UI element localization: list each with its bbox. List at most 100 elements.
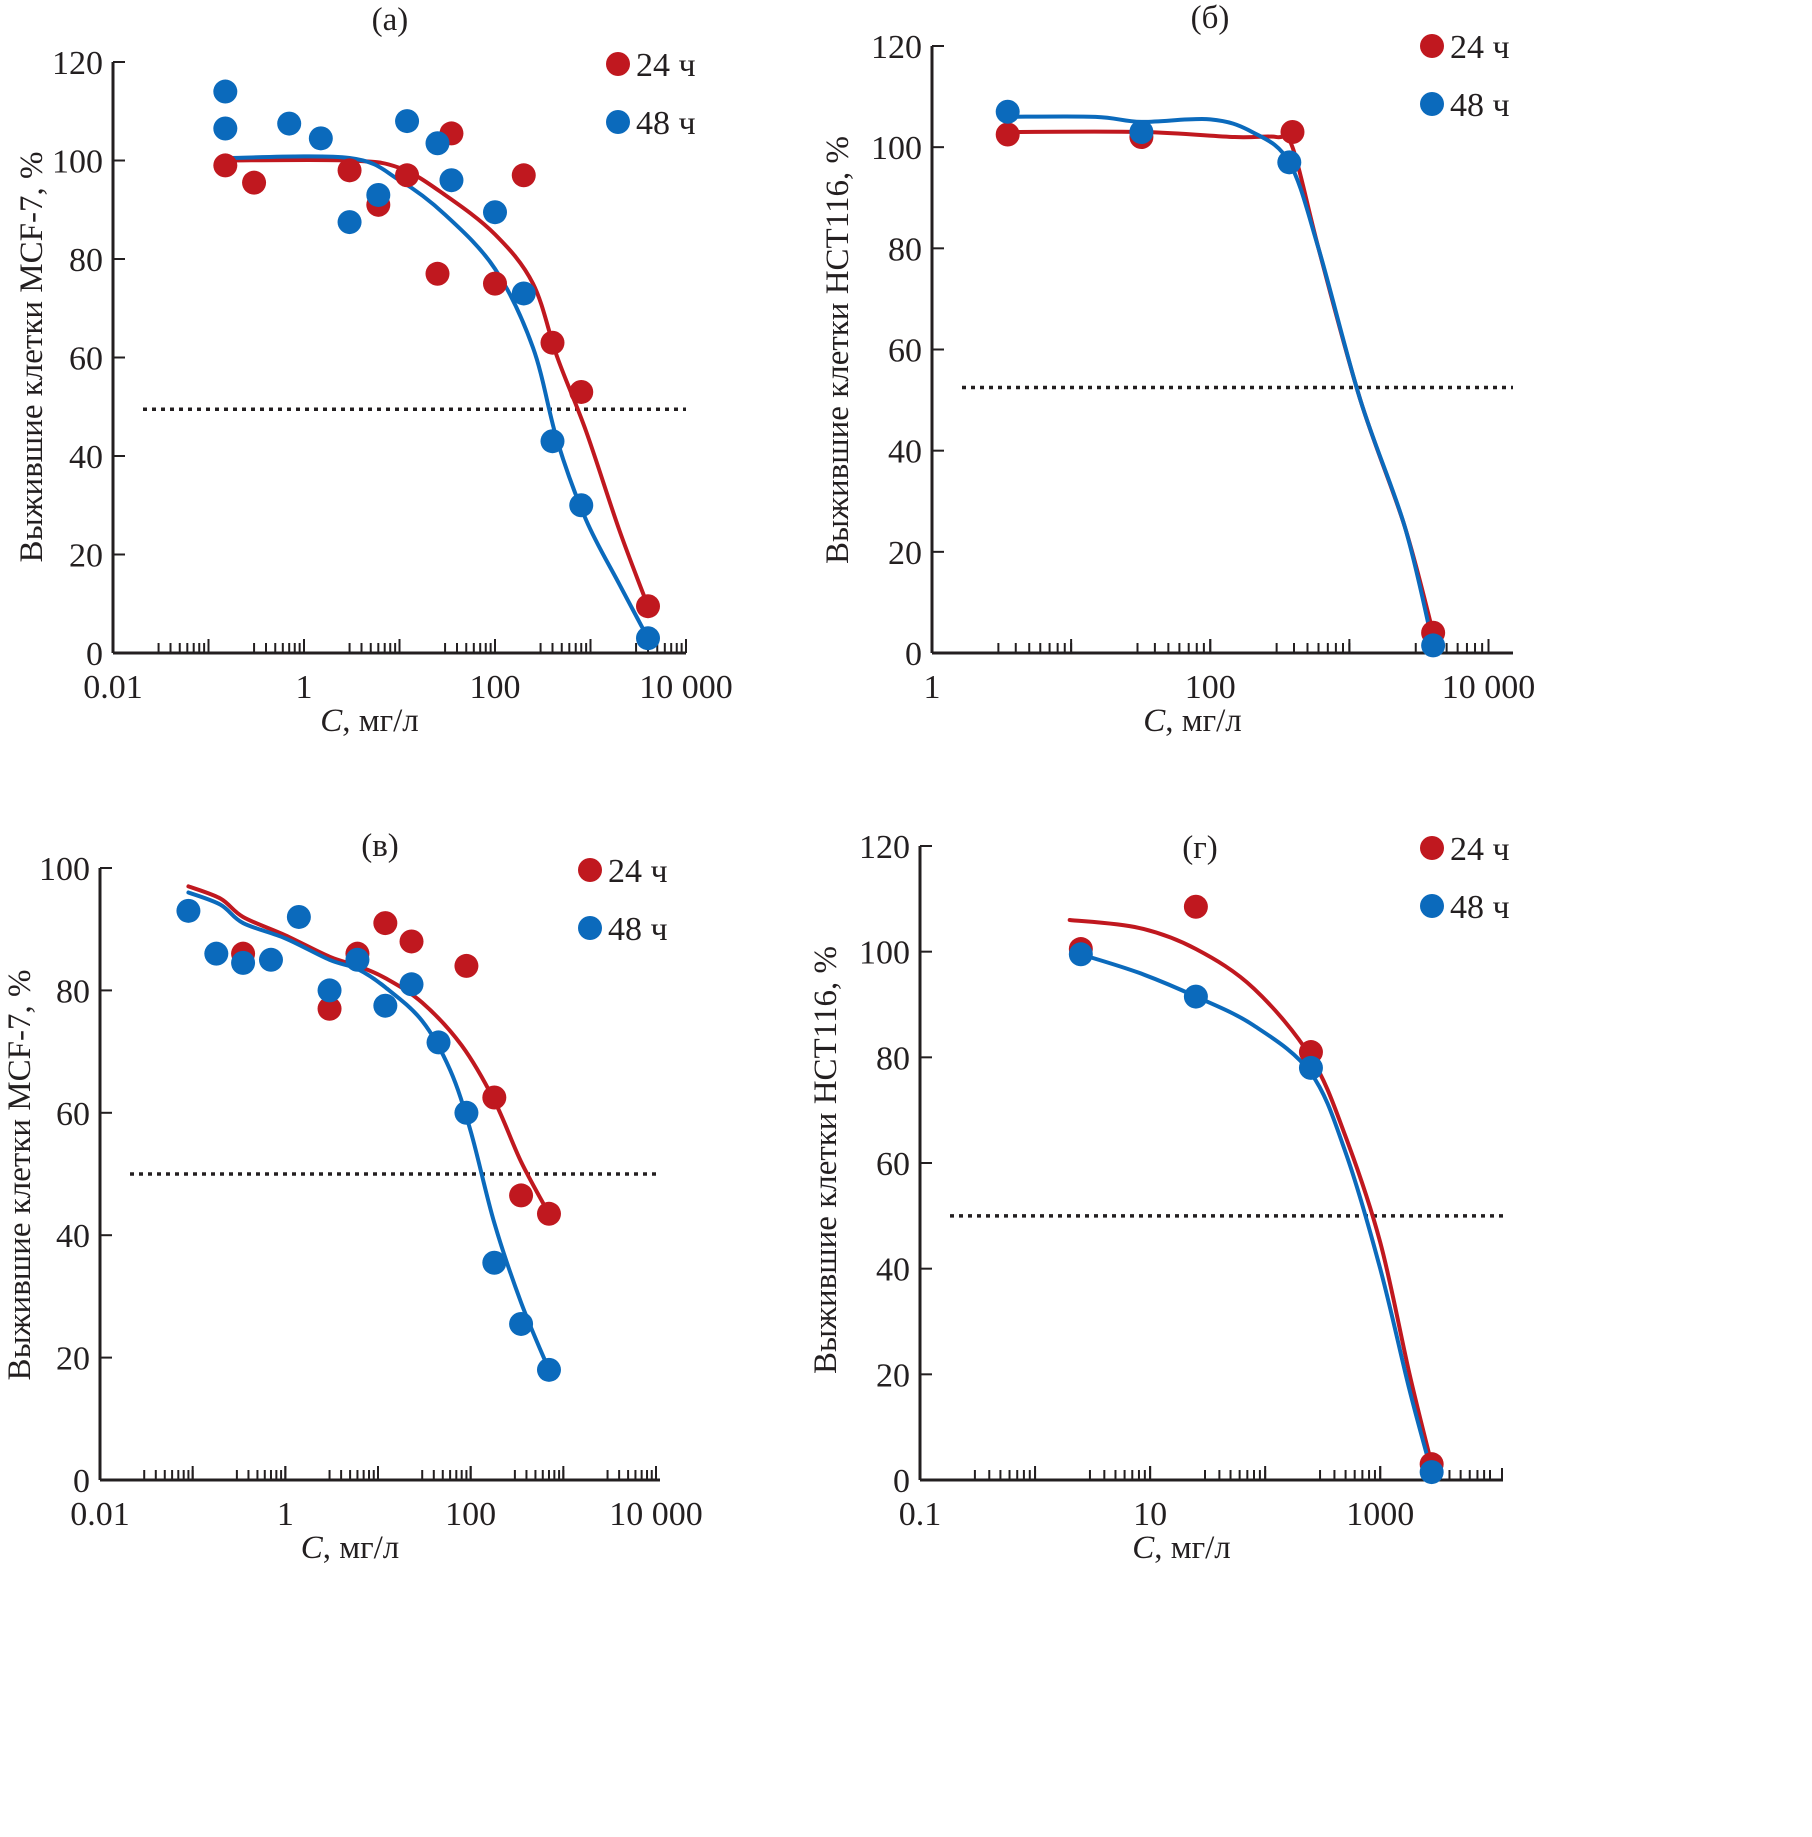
data-point-48h: [258, 947, 283, 972]
fit-curve-48h: [1078, 952, 1434, 1475]
legend-marker-48h: [1420, 894, 1444, 918]
panel-title: (г): [1182, 830, 1218, 866]
data-point-24h: [995, 122, 1020, 147]
legend-marker-48h: [1420, 92, 1444, 116]
data-point-48h: [536, 1357, 561, 1382]
x-axis-title-unit: , мг/л: [1154, 1530, 1231, 1566]
data-point-48h: [482, 1250, 507, 1275]
x-axis-title-unit: , мг/л: [323, 1530, 400, 1566]
panel-title: (б): [1191, 0, 1230, 36]
data-point-48h: [1419, 1460, 1444, 1485]
y-tick-label: 20: [888, 535, 922, 572]
x-tick-label: 0.01: [83, 669, 143, 706]
data-point-24h: [1280, 119, 1305, 144]
y-tick-label: 0: [905, 636, 922, 673]
y-tick-label: 60: [56, 1096, 90, 1133]
data-point-48h: [439, 168, 464, 193]
data-point-48h: [511, 281, 536, 306]
x-axis-title-unit: , мг/л: [342, 703, 419, 739]
data-point-24h: [483, 271, 507, 296]
data-point-24h: [454, 953, 479, 978]
legend-marker-48h: [606, 110, 630, 134]
data-point-48h: [213, 116, 238, 141]
x-tick-label: 10 000: [609, 1496, 703, 1533]
y-tick-label: 20: [876, 1357, 910, 1394]
x-axis-title: C, мг/л: [320, 703, 419, 739]
panel-a: 0 20 40 60 80 100 120 0.01 1 100 10 000 C, мг/л Выжи…: [14, 2, 733, 739]
data-point-48h: [399, 972, 424, 997]
panel-d: 0 20 40 60 80 100 120 0.1 10 1000 C, мг/л Выжившие …: [808, 829, 1510, 1566]
data-point-48h: [569, 493, 594, 518]
data-point-48h: [395, 109, 420, 134]
data-point-24h: [317, 996, 342, 1021]
x-tick-label: 10 000: [639, 669, 733, 706]
fit-curve-48h: [186, 890, 551, 1372]
y-tick-label: 100: [39, 851, 90, 888]
x-axis-title-unit: , мг/л: [1165, 703, 1242, 739]
x-tick-label: 0.01: [70, 1496, 130, 1533]
legend-marker-48h: [578, 916, 602, 940]
data-point-48h: [1129, 119, 1154, 144]
legend-label-24h: 24 ч: [1450, 29, 1510, 66]
data-point-24h: [213, 153, 238, 178]
data-point-48h: [345, 947, 370, 972]
y-tick-label: 120: [859, 829, 910, 866]
panel-title: (в): [361, 828, 399, 864]
y-tick-label: 100: [871, 130, 922, 167]
y-tick-label: 80: [876, 1040, 910, 1077]
data-point-24h: [373, 911, 398, 936]
data-point-48h: [483, 200, 507, 225]
y-tick-label: 40: [876, 1252, 910, 1289]
data-point-24h: [511, 163, 536, 188]
x-tick-label: 10 000: [1442, 669, 1536, 706]
data-point-24h: [395, 163, 420, 188]
x-tick-label: 1: [296, 669, 313, 706]
x-tick-label: 0.1: [899, 1496, 942, 1533]
y-tick-label: 60: [888, 333, 922, 370]
legend-marker-24h: [1420, 34, 1444, 58]
data-point-48h: [231, 950, 256, 975]
y-tick-label: 100: [859, 935, 910, 972]
x-axis-title-symbol: C: [301, 1530, 324, 1566]
data-point-48h: [425, 131, 450, 156]
data-point-24h: [482, 1085, 507, 1110]
data-point-48h: [286, 904, 311, 929]
y-tick-label: 120: [871, 29, 922, 66]
data-point-24h: [635, 594, 660, 619]
legend-label-24h: 24 ч: [1450, 831, 1510, 868]
data-point-48h: [995, 99, 1020, 124]
legend-label-48h: 48 ч: [1450, 87, 1510, 124]
legend-label-24h: 24 ч: [608, 853, 668, 890]
y-tick-label: 60: [69, 341, 103, 378]
legend-label-48h: 48 ч: [636, 105, 696, 142]
x-tick-label: 100: [1185, 669, 1236, 706]
fit-curve-24h: [1067, 917, 1434, 1467]
data-point-48h: [1068, 942, 1093, 967]
x-tick-label: 1000: [1346, 1496, 1414, 1533]
y-tick-label: 0: [73, 1463, 90, 1500]
data-point-48h: [540, 429, 565, 454]
data-point-48h: [1277, 150, 1302, 175]
x-axis-title-symbol: C: [320, 703, 343, 739]
data-point-24h: [242, 170, 267, 195]
y-tick-label: 80: [56, 973, 90, 1010]
panel-title: (а): [372, 2, 409, 38]
data-point-48h: [204, 941, 229, 966]
legend-marker-24h: [578, 858, 602, 882]
legend-label-24h: 24 ч: [636, 47, 696, 84]
data-point-24h: [569, 379, 594, 404]
data-point-48h: [373, 993, 398, 1018]
y-tick-label: 40: [56, 1218, 90, 1255]
x-tick-label: 1: [277, 1496, 294, 1533]
data-point-48h: [1421, 633, 1446, 658]
data-point-48h: [176, 898, 201, 923]
data-point-48h: [337, 210, 362, 235]
y-tick-label: 20: [56, 1341, 90, 1378]
y-tick-label: 100: [52, 144, 103, 181]
x-axis-title: C, мг/л: [1143, 703, 1242, 739]
legend-label-48h: 48 ч: [1450, 889, 1510, 926]
x-tick-label: 1: [924, 669, 941, 706]
x-tick-label: 10: [1133, 1496, 1167, 1533]
x-axis-title: C, мг/л: [301, 1530, 400, 1566]
